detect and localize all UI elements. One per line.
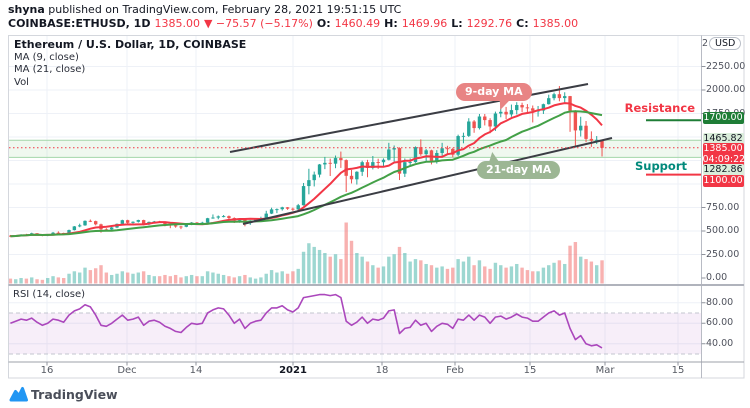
chart-legend: Ethereum / U.S. Dollar, 1D, COINBASE MA …: [14, 38, 247, 89]
support-label: Support: [634, 159, 687, 173]
symbol-quote-line: COINBASE:ETHUSD, 1D 1385.00 ▼ −75.57 (−5.1…: [8, 17, 582, 30]
currency-toggle-button[interactable]: USD: [709, 37, 742, 50]
rsi-tick-label: 80.00: [706, 296, 734, 308]
quote-part: COINBASE:ETHUSD, 1D: [8, 17, 151, 30]
quote-part: C:: [516, 17, 529, 30]
time-tick-label: 15: [671, 365, 685, 376]
legend-vol: Vol: [14, 76, 29, 88]
chart-frame: [8, 35, 745, 379]
published-byline: shyna published on TradingView.com, Febr…: [8, 3, 401, 16]
last-price-badge: 1385.00 04:09:22: [702, 143, 746, 166]
zone-bottom-price-badge: 1282.86: [702, 164, 744, 175]
quote-part: L:: [451, 17, 463, 30]
volume-series: [9, 222, 604, 284]
price-tick-label: 2000.00: [706, 84, 746, 95]
price-tick-label: 0.00: [706, 272, 728, 283]
trendline[interactable]: [242, 137, 613, 225]
price-tick-label: 750.00: [706, 201, 740, 213]
rsi-tick-label: 60.00: [706, 317, 734, 329]
quote-part: O:: [316, 17, 331, 30]
published-info: published on TradingView.com, February 2…: [44, 3, 402, 16]
price-zone: [9, 139, 702, 158]
legend-ma9: MA (9, close): [14, 51, 79, 63]
legend-ma21: MA (21, close): [14, 64, 86, 75]
rsi-legend: RSI (14, close): [13, 289, 86, 300]
last-price-value: 1385.00: [703, 143, 743, 154]
quote-part: ▼ −75.57 (−5.17%): [203, 17, 313, 30]
rsi-tick-label: 40.00: [706, 337, 734, 349]
quote-part: H:: [384, 17, 398, 30]
bar-countdown: 04:09:22: [702, 153, 746, 165]
rsi-band: [9, 312, 702, 355]
axis-top-label-fragment: 2: [702, 38, 709, 49]
price-tick-label: 500.00: [706, 225, 740, 236]
resistance-label: Resistance: [624, 101, 695, 115]
ma21-callout-badge: 21-day MA: [477, 161, 561, 179]
quote-part: 1460.49: [334, 17, 381, 30]
time-tick-label: 15: [523, 365, 537, 376]
price-tick-label: 2250.00: [706, 60, 746, 72]
quote-part: 1385.00: [532, 17, 579, 30]
time-tick-label: 18: [375, 365, 389, 376]
tradingview-logo-icon: [9, 387, 28, 402]
ma21-line: [10, 110, 603, 238]
rsi-line: [10, 293, 603, 349]
time-tick-label: Feb: [446, 365, 464, 376]
time-tick-label: 16: [40, 365, 54, 376]
resistance-price-badge: 1700.00: [702, 112, 744, 124]
quote-part: 1469.96: [401, 17, 448, 30]
time-tick-label: 2021: [279, 365, 307, 376]
time-tick-label: Mar: [595, 365, 615, 376]
quote-part: 1385.00: [154, 17, 200, 30]
quote-part: 1292.76: [466, 17, 513, 30]
zone-top-price-badge: 1465.82: [702, 132, 744, 144]
price-tick-label: 250.00: [706, 248, 740, 260]
grid-lines: [9, 36, 702, 362]
chart-title: Ethereum / U.S. Dollar, 1D, COINBASE: [14, 38, 247, 51]
tradingview-brand-text: TradingView: [31, 387, 118, 402]
time-tick-label: 14: [189, 365, 203, 376]
ma9-callout-badge: 9-day MA: [456, 83, 532, 101]
support-price-badge: 1100.00: [702, 174, 744, 187]
ma9-line: [10, 102, 603, 238]
time-tick-label: Dec: [117, 365, 137, 376]
author-name: shyna: [8, 3, 45, 16]
